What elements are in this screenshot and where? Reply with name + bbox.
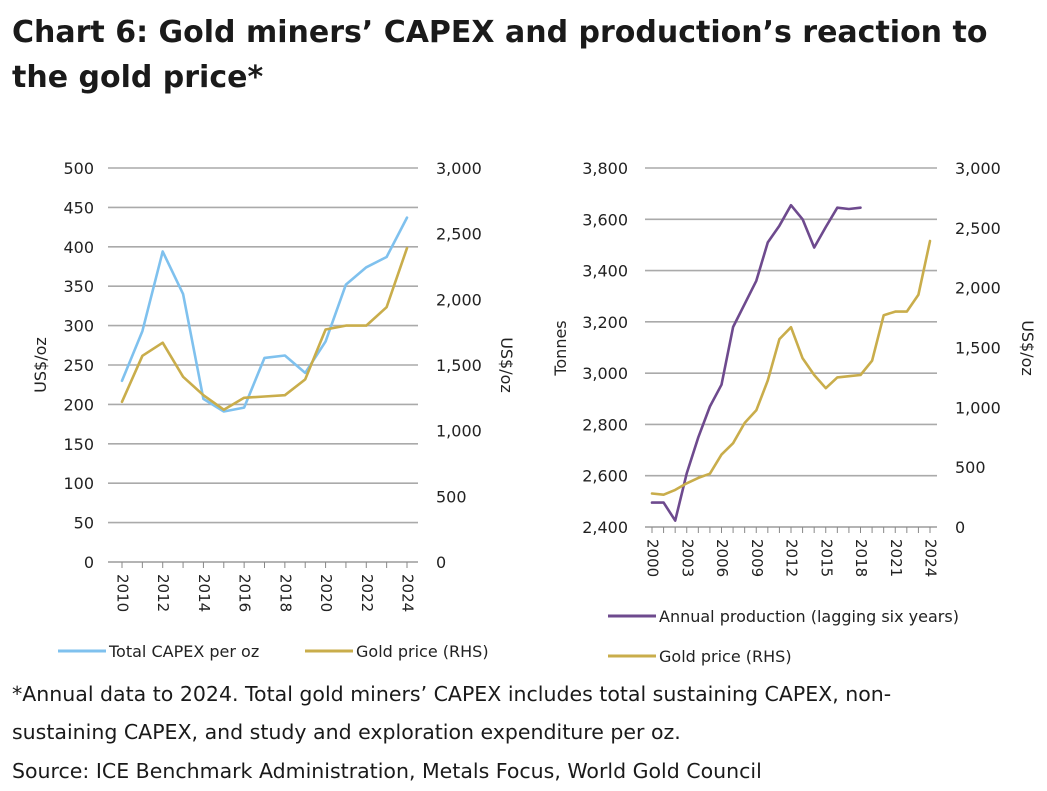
y-axis-title: Tonnes — [551, 320, 570, 376]
x-tick-label: 2018 — [276, 574, 294, 612]
x-tick-label: 2020 — [317, 574, 335, 612]
series-line-total-capex-per-oz — [120, 216, 409, 413]
x-tick-label: 2024 — [922, 539, 940, 577]
y2-tick-label: 2,000 — [436, 290, 482, 309]
y2-tick-label: 3,000 — [955, 159, 1001, 178]
series-line-gold-price-rhs- — [120, 246, 409, 412]
x-tick-label: 2000 — [644, 539, 662, 577]
x-tick-label: 2010 — [114, 574, 132, 612]
y2-tick-label: 1,000 — [955, 398, 1001, 417]
y-tick-label: 50 — [74, 514, 94, 533]
y2-tick-label: 2,500 — [436, 225, 482, 244]
chart-capex-gold: 5004504003503002502001501005003,0002,500… — [31, 159, 516, 661]
y2-tick-label: 500 — [955, 458, 986, 477]
footnote-line-1: *Annual data to 2024. Total gold miners’… — [12, 682, 892, 706]
x-tick-label: 2024 — [399, 574, 417, 612]
x-tick-label: 2012 — [783, 539, 801, 577]
y-tick-label: 2,400 — [582, 518, 628, 537]
y-tick-label: 3,400 — [582, 262, 628, 281]
y-tick-label: 200 — [63, 395, 94, 414]
legend-label: Total CAPEX per oz — [108, 642, 259, 661]
y-tick-label: 3,600 — [582, 210, 628, 229]
y-tick-label: 400 — [63, 238, 94, 257]
footnote-line-2: sustaining CAPEX, and study and explorat… — [12, 720, 681, 744]
y2-tick-label: 0 — [436, 553, 446, 572]
x-tick-label: 2012 — [154, 574, 172, 612]
y2-tick-label: 2,500 — [955, 219, 1001, 238]
y2-tick-label: 1,500 — [955, 339, 1001, 358]
y2-tick-label: 0 — [955, 518, 965, 537]
x-tick-label: 2015 — [817, 539, 835, 577]
x-tick-label: 2018 — [852, 539, 870, 577]
legend-label: Gold price (RHS) — [659, 647, 792, 666]
y2-axis-title: US$/oz — [497, 337, 516, 393]
x-tick-label: 2006 — [713, 539, 731, 577]
y-tick-label: 2,600 — [582, 467, 628, 486]
series-line-gold-price-rhs- — [650, 239, 932, 497]
source-note: Source: ICE Benchmark Administration, Me… — [12, 759, 762, 783]
y-tick-label: 500 — [63, 159, 94, 178]
y2-tick-label: 500 — [436, 487, 467, 506]
y-axis-title: US$/oz — [31, 337, 50, 393]
x-tick-label: 2022 — [358, 574, 376, 612]
series-line-annual-production-lagging-six-years- — [650, 203, 862, 522]
page-title: Chart 6: Gold miners’ CAPEX and producti… — [12, 15, 988, 95]
y2-tick-label: 2,000 — [955, 279, 1001, 298]
y-tick-label: 300 — [63, 317, 94, 336]
x-tick-label: 2009 — [748, 539, 766, 577]
y-tick-label: 3,200 — [582, 313, 628, 332]
y-tick-label: 2,800 — [582, 415, 628, 434]
y-tick-label: 150 — [63, 435, 94, 454]
y-tick-label: 100 — [63, 474, 94, 493]
y-tick-label: 450 — [63, 198, 94, 217]
y-tick-label: 350 — [63, 277, 94, 296]
y-tick-label: 250 — [63, 356, 94, 375]
x-tick-label: 2016 — [236, 574, 254, 612]
legend-label: Annual production (lagging six years) — [659, 607, 959, 626]
chart-production-gold: 3,800 3,600 3,400 3,200 3,000 2,800 2,600 2,400… — [551, 159, 1037, 666]
y-tick-label: 0 — [84, 553, 94, 572]
y2-axis-title: US$/oz — [1018, 320, 1037, 376]
x-tick-label: 2003 — [678, 539, 696, 577]
y2-tick-label: 1,500 — [436, 356, 482, 375]
x-tick-label: 2021 — [887, 539, 905, 577]
y2-tick-label: 3,000 — [436, 159, 482, 178]
y2-tick-label: 1,000 — [436, 422, 482, 441]
y-tick-label: 3,000 — [582, 364, 628, 383]
legend-label: Gold price (RHS) — [356, 642, 489, 661]
y-tick-label: 3,800 — [582, 159, 628, 178]
x-tick-label: 2014 — [195, 574, 213, 612]
